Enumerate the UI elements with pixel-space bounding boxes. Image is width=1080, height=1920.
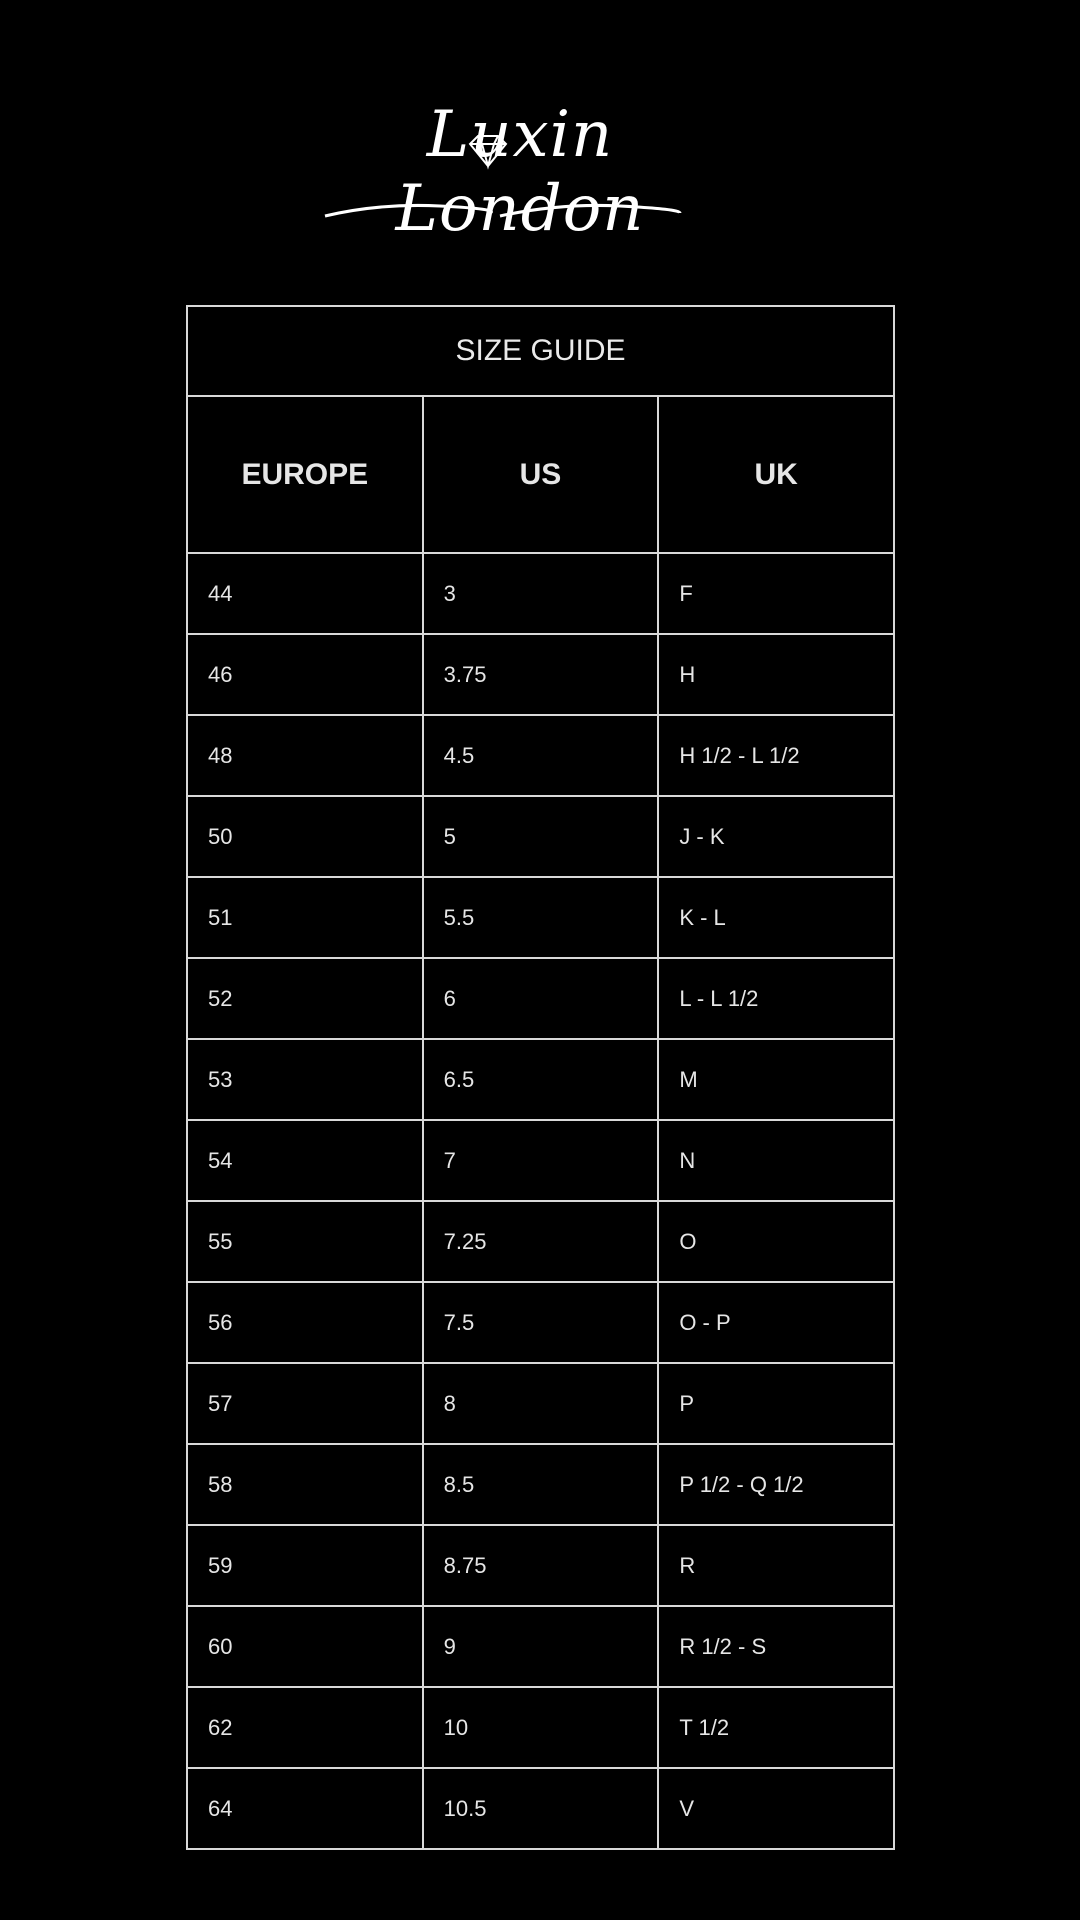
cell-europe: 62 [186,1686,424,1769]
cell-europe: 44 [186,552,424,635]
table-row: 46 3.75 H [186,633,895,716]
cell-europe: 53 [186,1038,424,1121]
table-row: 48 4.5 H 1/2 - L 1/2 [186,714,895,797]
cell-uk: R [657,1524,895,1607]
logo-text: Luxin London [395,98,645,246]
cell-us: 3 [421,552,660,635]
cell-uk: K - L [657,876,895,959]
table-row: 62 10 T 1/2 [186,1686,895,1769]
header-uk: UK [657,395,895,554]
cell-us: 6 [421,957,660,1040]
cell-europe: 54 [186,1119,424,1202]
header-us: US [421,395,660,554]
cell-europe: 58 [186,1443,424,1526]
cell-us: 7 [421,1119,660,1202]
cell-us: 7.5 [421,1281,660,1364]
cell-us: 8.75 [421,1524,660,1607]
cell-europe: 52 [186,957,424,1040]
logo-swash [324,135,682,218]
cell-europe: 59 [186,1524,424,1607]
cell-us: 10 [421,1686,660,1769]
table-row: 50 5 J - K [186,795,895,878]
cell-us: 6.5 [421,1038,660,1121]
table-row: 57 8 P [186,1362,895,1445]
cell-us: 4.5 [421,714,660,797]
table-row: 55 7.25 O [186,1200,895,1283]
header-europe: EUROPE [186,395,424,554]
table-row: 51 5.5 K - L [186,876,895,959]
table-row: 52 6 L - L 1/2 [186,957,895,1040]
table-row: 54 7 N [186,1119,895,1202]
cell-us: 9 [421,1605,660,1688]
table-row: 58 8.5 P 1/2 - Q 1/2 [186,1443,895,1526]
cell-europe: 57 [186,1362,424,1445]
table-row: 44 3 F [186,552,895,635]
cell-europe: 51 [186,876,424,959]
size-guide-table: SIZE GUIDE EUROPE US UK 44 3 F 46 3.75 H 48 4.5… [186,305,895,1850]
table-row: 56 7.5 O - P [186,1281,895,1364]
cell-us: 8 [421,1362,660,1445]
brand-logo: Luxin London [320,78,720,246]
cell-europe: 55 [186,1200,424,1283]
cell-us: 8.5 [421,1443,660,1526]
cell-us: 3.75 [421,633,660,716]
cell-us: 5 [421,795,660,878]
cell-europe: 64 [186,1767,424,1850]
cell-uk: T 1/2 [657,1686,895,1769]
cell-europe: 50 [186,795,424,878]
cell-uk: R 1/2 - S [657,1605,895,1688]
table-row: 59 8.75 R [186,1524,895,1607]
cell-uk: F [657,552,895,635]
cell-uk: P 1/2 - Q 1/2 [657,1443,895,1526]
cell-europe: 48 [186,714,424,797]
cell-europe: 46 [186,633,424,716]
cell-uk: H 1/2 - L 1/2 [657,714,895,797]
cell-europe: 56 [186,1281,424,1364]
cell-us: 10.5 [421,1767,660,1850]
cell-us: 5.5 [421,876,660,959]
table-row: 53 6.5 M [186,1038,895,1121]
table-title: SIZE GUIDE [186,305,895,397]
cell-uk: M [657,1038,895,1121]
cell-uk: J - K [657,795,895,878]
table-row: 60 9 R 1/2 - S [186,1605,895,1688]
cell-europe: 60 [186,1605,424,1688]
cell-uk: L - L 1/2 [657,957,895,1040]
diamond-icon [468,135,508,170]
cell-us: 7.25 [421,1200,660,1283]
cell-uk: N [657,1119,895,1202]
table-row: 64 10.5 V [186,1767,895,1850]
cell-uk: O [657,1200,895,1283]
cell-uk: H [657,633,895,716]
cell-uk: O - P [657,1281,895,1364]
cell-uk: P [657,1362,895,1445]
cell-uk: V [657,1767,895,1850]
